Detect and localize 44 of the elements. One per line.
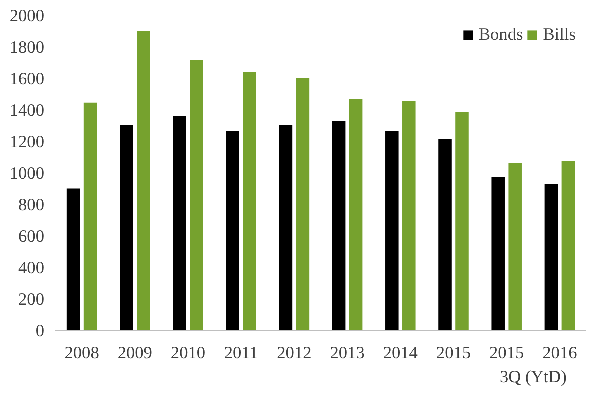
- x-tick-label: 2014: [383, 344, 418, 362]
- x-tick-label: 2010: [170, 344, 206, 362]
- bar: [386, 131, 399, 330]
- y-tick-label: 600: [18, 227, 45, 246]
- legend-label: Bills: [543, 25, 576, 45]
- bar: [137, 31, 150, 330]
- bar: [562, 161, 576, 330]
- legend-label: Bonds: [478, 25, 524, 45]
- y-tick-label: 1800: [10, 38, 44, 57]
- bar: [438, 139, 452, 330]
- y-tick-label: 2000: [10, 6, 44, 26]
- x-tick-label: 2011: [224, 344, 258, 362]
- y-tick-label: 0: [36, 322, 45, 340]
- bar: [84, 102, 98, 330]
- bar: [243, 72, 256, 330]
- x-tick-label: 2009: [118, 344, 152, 362]
- x-tick-label: 2008: [64, 344, 100, 362]
- bar: [279, 124, 293, 330]
- x-tick-label: 2013: [330, 344, 365, 362]
- bar: [173, 116, 186, 330]
- x-tick-label: 2016: [542, 344, 578, 362]
- bar: [66, 188, 80, 330]
- x-tick-label: 2015: [436, 344, 472, 362]
- y-tick-label: 200: [18, 290, 45, 309]
- bar: [190, 60, 204, 330]
- y-tick-label: 800: [18, 196, 45, 214]
- y-tick-label: 1400: [10, 101, 44, 120]
- bar: [349, 98, 363, 330]
- bar: [508, 164, 522, 330]
- bar: [226, 131, 240, 330]
- y-tick-label: 400: [18, 258, 45, 278]
- bar: [544, 184, 558, 330]
- text: 3Q (YtD): [500, 368, 568, 386]
- bar: [492, 176, 505, 330]
- x-tick-label: 2012: [277, 344, 312, 362]
- bar: [456, 112, 469, 330]
- bar: [402, 101, 416, 330]
- bar: [296, 78, 310, 330]
- bar: [332, 121, 346, 330]
- y-tick-label: 1000: [10, 164, 44, 183]
- bar: [120, 124, 134, 330]
- y-tick-label: 1200: [10, 132, 44, 152]
- y-tick-label: 1600: [10, 70, 44, 88]
- x-tick-label: 2015: [490, 344, 524, 362]
